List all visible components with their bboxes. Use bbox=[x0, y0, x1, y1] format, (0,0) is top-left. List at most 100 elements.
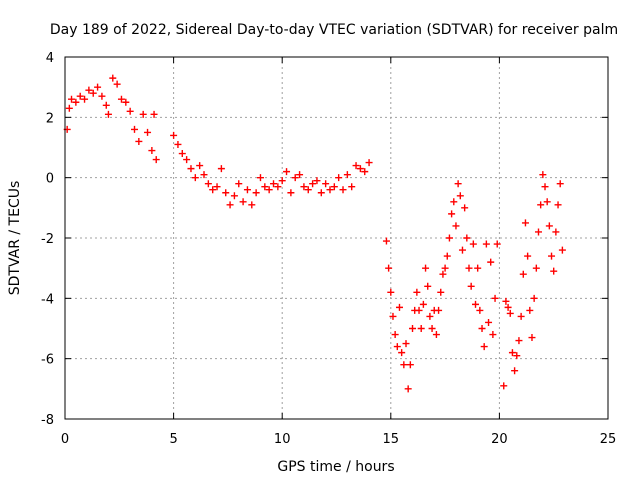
data-point bbox=[461, 204, 469, 212]
data-point bbox=[537, 201, 545, 209]
data-point bbox=[478, 325, 486, 332]
data-point bbox=[187, 165, 195, 173]
data-point bbox=[94, 83, 102, 91]
data-point bbox=[402, 340, 410, 348]
data-point bbox=[387, 288, 395, 296]
data-point bbox=[222, 189, 230, 197]
data-point bbox=[72, 98, 80, 106]
data-point bbox=[109, 74, 117, 82]
data-point bbox=[65, 104, 73, 112]
data-point bbox=[81, 95, 89, 103]
data-point bbox=[248, 201, 256, 209]
data-point bbox=[519, 270, 527, 278]
data-point bbox=[469, 240, 477, 248]
data-point bbox=[543, 198, 551, 206]
data-point bbox=[309, 180, 317, 188]
x-tick-label: 0 bbox=[61, 432, 69, 447]
data-point bbox=[304, 186, 312, 194]
data-point bbox=[413, 288, 421, 296]
data-point bbox=[439, 270, 447, 278]
data-point bbox=[437, 288, 445, 296]
data-point bbox=[474, 264, 482, 272]
data-point bbox=[213, 183, 221, 191]
data-point bbox=[382, 237, 390, 245]
data-point bbox=[524, 252, 532, 260]
data-point bbox=[256, 174, 264, 182]
data-point bbox=[528, 334, 536, 342]
data-point bbox=[548, 252, 556, 260]
data-point bbox=[441, 264, 449, 272]
data-point bbox=[117, 95, 125, 103]
data-point bbox=[200, 171, 208, 179]
data-point bbox=[135, 137, 143, 145]
data-point bbox=[419, 300, 427, 308]
data-point bbox=[98, 92, 106, 100]
data-points bbox=[63, 74, 566, 393]
y-tick-labels: 4 2 0 -2 -4 -6 -8 bbox=[41, 51, 54, 428]
data-point bbox=[550, 267, 558, 275]
data-point bbox=[150, 110, 158, 118]
data-point bbox=[113, 80, 121, 88]
data-point bbox=[196, 162, 204, 170]
y-tick-label: -6 bbox=[41, 353, 54, 368]
data-point bbox=[313, 177, 321, 185]
y-tick-label: 4 bbox=[46, 51, 54, 66]
data-point bbox=[406, 361, 414, 369]
data-point bbox=[502, 297, 510, 305]
x-tick-label: 25 bbox=[600, 432, 617, 447]
data-point bbox=[489, 331, 497, 339]
y-tick-label: 2 bbox=[46, 111, 54, 126]
data-point bbox=[409, 325, 417, 332]
data-point bbox=[322, 180, 330, 188]
data-point bbox=[541, 183, 549, 191]
data-point bbox=[296, 171, 304, 179]
x-axis-label: GPS time / hours bbox=[277, 459, 394, 475]
data-point bbox=[148, 147, 156, 155]
data-point bbox=[404, 385, 412, 393]
data-point bbox=[139, 110, 147, 118]
y-tick-label: -8 bbox=[41, 413, 54, 428]
data-point bbox=[239, 198, 247, 206]
data-point bbox=[458, 246, 466, 254]
data-point bbox=[356, 165, 364, 173]
data-point bbox=[530, 294, 538, 302]
data-point bbox=[424, 282, 432, 290]
data-point bbox=[361, 168, 369, 176]
data-point bbox=[235, 180, 243, 188]
data-point bbox=[170, 131, 178, 139]
data-point bbox=[243, 186, 251, 194]
data-point bbox=[152, 156, 160, 164]
data-point bbox=[339, 186, 347, 194]
data-point bbox=[539, 171, 547, 179]
data-point bbox=[485, 318, 493, 326]
data-point bbox=[517, 312, 525, 320]
data-point bbox=[391, 331, 399, 339]
data-point bbox=[183, 156, 191, 164]
data-point bbox=[389, 312, 397, 320]
data-point bbox=[487, 258, 495, 266]
data-point bbox=[472, 300, 480, 308]
x-tick-labels: 0 5 10 15 20 25 bbox=[61, 432, 616, 447]
data-point bbox=[422, 264, 430, 272]
data-point bbox=[76, 92, 84, 100]
x-tick-label: 10 bbox=[274, 432, 291, 447]
data-point bbox=[491, 294, 499, 302]
data-point bbox=[270, 180, 278, 188]
data-point bbox=[287, 189, 295, 197]
data-point bbox=[415, 306, 423, 314]
data-point bbox=[230, 192, 238, 200]
data-point bbox=[343, 171, 351, 179]
x-tick-label: 5 bbox=[169, 432, 177, 447]
data-point bbox=[122, 98, 130, 106]
data-point bbox=[300, 183, 308, 191]
data-point bbox=[348, 183, 356, 191]
data-point bbox=[278, 177, 286, 185]
data-point bbox=[506, 309, 514, 317]
data-point bbox=[532, 264, 540, 272]
y-tick-label: -2 bbox=[41, 232, 54, 247]
data-point bbox=[448, 210, 456, 218]
data-point bbox=[428, 325, 436, 332]
data-point bbox=[393, 343, 401, 351]
data-point bbox=[85, 86, 93, 94]
